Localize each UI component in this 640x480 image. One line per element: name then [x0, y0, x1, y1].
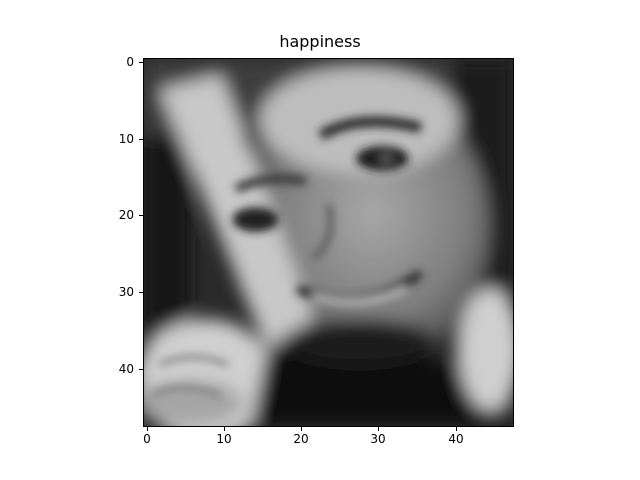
y-tick-label: 0 [126, 55, 134, 69]
x-tick-label: 30 [370, 432, 386, 446]
face-photo [144, 59, 513, 426]
y-tick [139, 62, 143, 63]
y-tick [139, 369, 143, 370]
y-tick-label: 20 [118, 208, 134, 222]
image-title: happiness [279, 32, 361, 51]
y-tick [139, 292, 143, 293]
y-tick-label: 10 [118, 132, 134, 146]
x-tick [147, 427, 148, 431]
y-tick-label: 40 [118, 362, 134, 376]
image-frame [143, 58, 514, 427]
x-tick-label: 10 [216, 432, 232, 446]
x-tick [378, 427, 379, 431]
x-tick-label: 0 [143, 432, 151, 446]
y-tick [139, 215, 143, 216]
x-tick [301, 427, 302, 431]
y-tick [139, 139, 143, 140]
x-tick [224, 427, 225, 431]
x-tick [456, 427, 457, 431]
y-tick-label: 30 [118, 285, 134, 299]
x-tick-label: 40 [448, 432, 464, 446]
x-tick-label: 20 [293, 432, 309, 446]
